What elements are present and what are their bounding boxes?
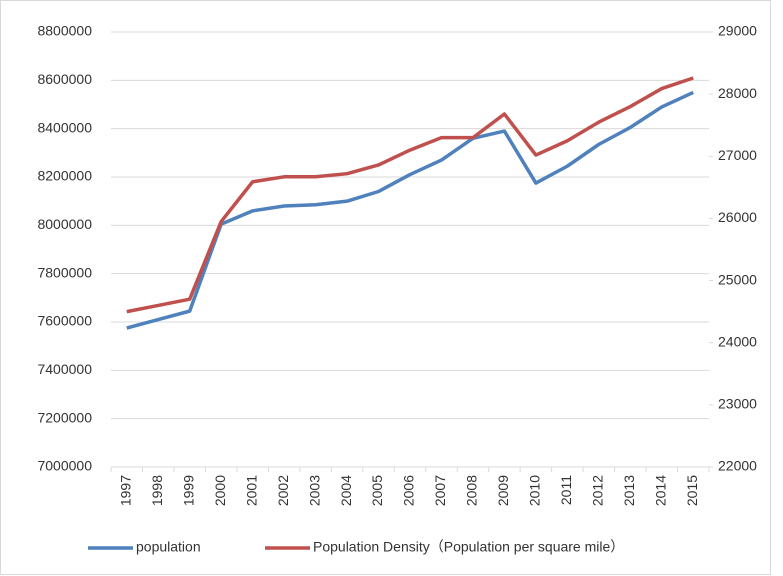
series-line	[126, 76, 694, 314]
x-tick-label: 2011	[558, 475, 574, 505]
y-tick-label: 7000000	[37, 458, 92, 474]
x-tick-label: 1997	[117, 475, 133, 506]
legend-label: population	[136, 539, 201, 555]
x-tick-label: 1998	[149, 475, 165, 506]
y-tick-label: 8000000	[37, 216, 92, 232]
x-tick-label: 2012	[590, 475, 606, 506]
y2-tick-label: 25000	[718, 271, 757, 287]
y2-tick-label: 28000	[718, 85, 757, 101]
y-tick-label: 8800000	[37, 23, 92, 39]
x-tick-label: 2013	[621, 475, 637, 506]
y-tick-label: 7200000	[37, 409, 92, 425]
y2-tick-label: 23000	[718, 396, 757, 412]
y2-tick-label: 24000	[718, 333, 757, 349]
x-tick-label: 2007	[432, 475, 448, 506]
y-tick-label: 7600000	[37, 313, 92, 329]
y-tick-label: 8600000	[37, 71, 92, 87]
x-tick-label: 2006	[401, 475, 417, 506]
x-tick-label: 2008	[464, 475, 480, 506]
x-tick-label: 2002	[275, 475, 291, 506]
x-tick-label: 2010	[527, 475, 543, 506]
x-tick-label: 2001	[243, 475, 259, 506]
y2-tick-label: 22000	[718, 458, 757, 474]
y2-tick-label: 26000	[718, 209, 757, 225]
x-tick-label: 2009	[495, 475, 511, 506]
y2-tick-label: 27000	[718, 147, 757, 163]
y-tick-label: 8200000	[37, 168, 92, 184]
x-tick-label: 1999	[180, 475, 196, 506]
y-tick-label: 8400000	[37, 119, 92, 135]
y-tick-label: 7800000	[37, 264, 92, 280]
y-tick-label: 7400000	[37, 361, 92, 377]
x-tick-label: 2014	[652, 475, 668, 506]
x-tick-label: 2000	[212, 475, 228, 506]
x-tick-label: 2003	[306, 475, 322, 506]
y2-tick-label: 29000	[718, 23, 757, 39]
x-tick-label: 2004	[338, 475, 354, 506]
legend-label: Population Density（Population per square…	[313, 539, 624, 555]
x-tick-label: 2015	[684, 475, 700, 506]
x-tick-label: 2005	[369, 475, 385, 506]
